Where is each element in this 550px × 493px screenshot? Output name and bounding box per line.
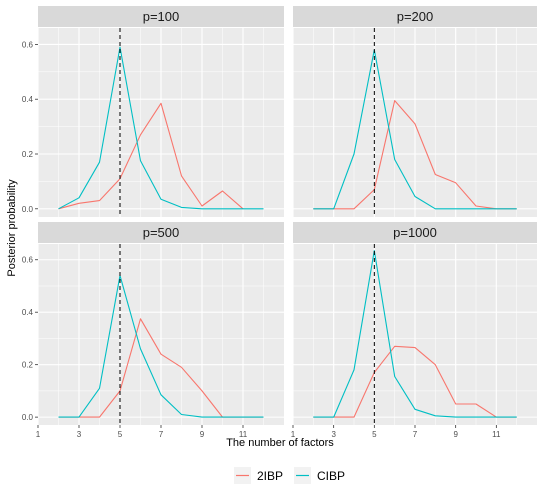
x-tick-label: 3: [77, 430, 82, 439]
series-line-cibp: [58, 274, 264, 418]
y-axis-title: Posterior probability: [6, 179, 18, 277]
x-tick-label: 5: [372, 430, 377, 439]
y-tick-label: 0.4: [22, 95, 34, 104]
x-tick-label: 1: [291, 430, 296, 439]
x-tick-label: 7: [413, 430, 418, 439]
series-line-cibp: [58, 46, 264, 210]
x-tick-label: 9: [200, 430, 205, 439]
panel-p-200: p=200: [292, 6, 537, 217]
y-tick-label: 0.2: [22, 361, 34, 370]
x-tick-label: 5: [118, 430, 123, 439]
facet-strip: [293, 6, 537, 27]
facet-strip: [38, 222, 284, 243]
series-line-2ibp: [313, 100, 517, 210]
series-line-cibp: [313, 250, 517, 418]
facet-title: p=500: [143, 225, 180, 240]
x-tick-label: 3: [331, 430, 336, 439]
y-tick-label: 0.6: [22, 40, 34, 49]
facet-strip: [38, 6, 284, 27]
facet-title: p=1000: [393, 225, 437, 240]
panels-layer: p=100 0.0 0.2 0.4 0.6 p=200 p=500 0.0 0.2 0.4 0.6 1…: [22, 6, 537, 439]
x-tick-label: 9: [453, 430, 458, 439]
legend-item-2ibp: 2IBP: [234, 467, 283, 484]
facet-strip: [293, 222, 537, 243]
y-tick-label: 0.4: [22, 308, 34, 317]
y-tick-label: 0.0: [22, 205, 34, 214]
facet-title: p=200: [397, 9, 434, 24]
y-tick-label: 0.2: [22, 150, 34, 159]
legend-label-2ibp: 2IBP: [257, 469, 283, 483]
panel-p-500: p=500 0.0 0.2 0.4 0.6 1 3 5 7 9 11: [22, 222, 284, 439]
legend-label-cibp: CIBP: [317, 469, 345, 483]
series-line-cibp: [313, 49, 517, 210]
x-tick-label: 7: [159, 430, 164, 439]
legend: 2IBP CIBP: [234, 467, 345, 484]
y-tick-label: 0.0: [22, 413, 34, 422]
x-tick-label: 11: [239, 430, 248, 439]
y-tick-label: 0.6: [22, 256, 34, 265]
x-tick-label: 1: [36, 430, 41, 439]
panel-p-100: p=100 0.0 0.2 0.4 0.6: [22, 6, 284, 217]
legend-item-cibp: CIBP: [294, 467, 345, 484]
x-axis-title: The number of factors: [226, 437, 334, 449]
panel-p-1000: p=1000 1 3 5 7 9 11: [291, 222, 537, 439]
series-line-2ibp: [58, 102, 244, 210]
facet-title: p=100: [143, 9, 180, 24]
series-line-2ibp: [313, 345, 517, 418]
x-tick-label: 11: [492, 430, 501, 439]
